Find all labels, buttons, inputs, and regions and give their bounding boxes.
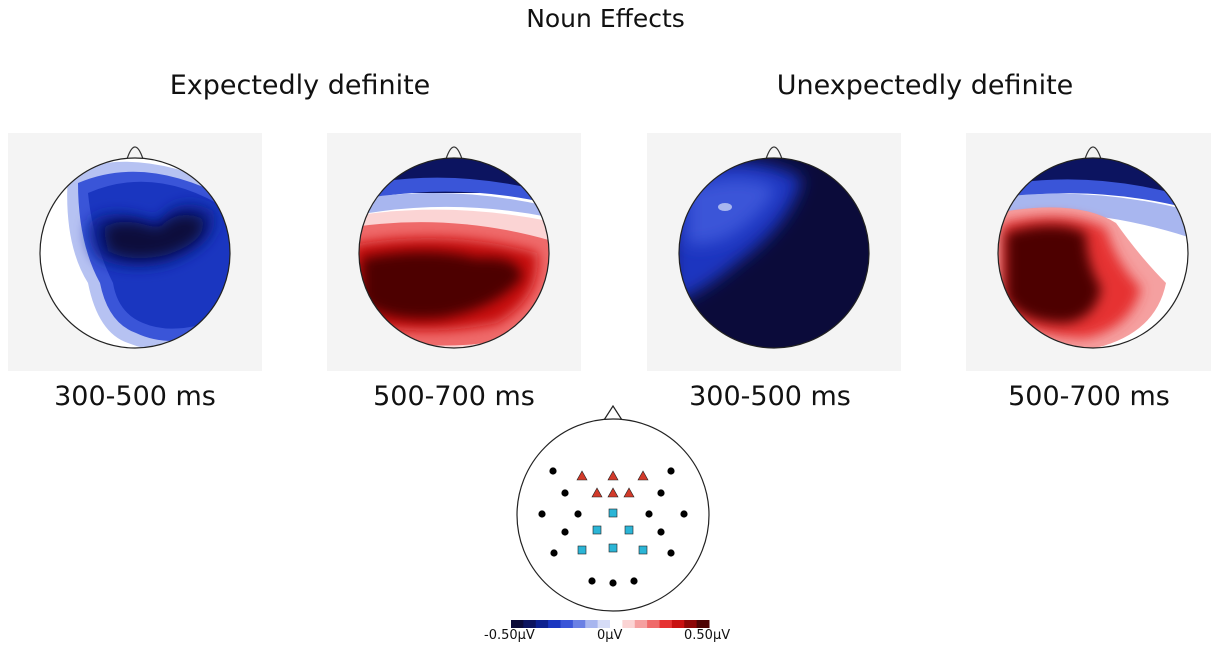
colorbar-segment <box>560 620 574 628</box>
colorbar-segment <box>523 620 537 628</box>
electrode-square <box>608 508 618 518</box>
colorbar-segment <box>622 620 636 628</box>
electrode-circle <box>657 489 665 497</box>
topomap-unexpectedly-500-700 <box>966 133 1211 371</box>
colorbar-max-label: 0.50µV <box>684 628 731 643</box>
colorbar-segment <box>647 620 660 628</box>
electrode-triangle <box>623 487 635 498</box>
colorbar-segment <box>659 620 673 628</box>
colorbar-min-label: -0.50µV <box>484 628 535 643</box>
topomap-unexpectedly-300-500 <box>647 133 901 371</box>
colorbar-segment <box>671 620 685 628</box>
electrode-circle <box>667 467 675 475</box>
figure-title: Noun Effects <box>526 4 685 33</box>
electrode-triangle <box>607 487 619 498</box>
electrode-circle <box>549 467 557 475</box>
colorbar-segment <box>572 620 586 628</box>
electrode-circle <box>550 549 558 557</box>
condition-label-unexpectedly-definite: Unexpectedly definite <box>776 70 1074 101</box>
electrode-circle <box>645 510 653 518</box>
topomap-expectedly-500-700 <box>327 133 581 371</box>
electrode-circle <box>609 579 617 587</box>
colorbar-segment <box>535 620 549 628</box>
electrode-square <box>592 525 602 535</box>
electrode-triangle <box>637 470 649 481</box>
electrode-circle <box>667 549 675 557</box>
electrode-circle <box>657 528 665 536</box>
electrode-circle <box>561 489 569 497</box>
electrode-circle <box>561 528 569 536</box>
nose-marker <box>603 404 623 421</box>
electrode-square <box>577 545 587 555</box>
electrode-triangle <box>591 487 603 498</box>
colorbar-segment <box>684 620 698 628</box>
electrode-circle <box>630 577 638 585</box>
colorbar-segment <box>597 620 611 628</box>
electrode-circle <box>574 510 582 518</box>
window-label-3: 300-500 ms <box>689 381 851 412</box>
colorbar-segment <box>696 620 710 628</box>
colorbar-segment <box>634 620 648 628</box>
colorbar <box>511 620 710 628</box>
electrode-circle <box>538 510 546 518</box>
electrode-square <box>624 525 634 535</box>
electrode-square <box>608 543 618 553</box>
electrode-circle <box>588 577 596 585</box>
colorbar-segment <box>511 620 524 628</box>
colorbar-segment <box>548 620 561 628</box>
colorbar-segment <box>585 620 599 628</box>
colorbar-mid-label: 0µV <box>597 628 623 643</box>
colorbar-segment <box>610 620 623 628</box>
window-label-1: 300-500 ms <box>54 381 216 412</box>
electrode-triangle <box>576 470 588 481</box>
topomap-expectedly-300-500 <box>8 133 262 371</box>
electrode-circle <box>680 510 688 518</box>
window-label-2: 500-700 ms <box>373 381 535 412</box>
electrode-triangle <box>607 470 619 481</box>
window-label-4: 500-700 ms <box>1008 381 1170 412</box>
electrode-square <box>638 545 648 555</box>
condition-label-expectedly-definite: Expectedly definite <box>169 70 431 101</box>
